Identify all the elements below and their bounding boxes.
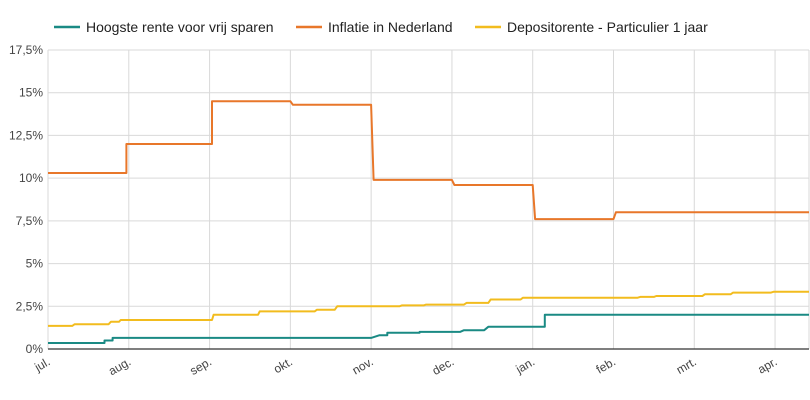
- x-tick-label: aug.: [106, 354, 133, 378]
- x-tick-label: nov.: [350, 354, 376, 377]
- x-tick-label: feb.: [594, 354, 618, 376]
- y-tick-label: 0%: [26, 342, 44, 356]
- y-tick-label: 10%: [19, 171, 43, 185]
- series-line-2: [48, 290, 809, 327]
- y-tick-label: 2,5%: [16, 299, 44, 313]
- series-line-0: [48, 313, 809, 344]
- x-tick-label: dec.: [430, 354, 457, 377]
- x-tick-label: sep.: [187, 354, 214, 377]
- y-tick-label: 12,5%: [9, 128, 43, 142]
- y-tick-label: 5%: [26, 257, 44, 271]
- y-tick-label: 17,5%: [9, 43, 43, 57]
- grid: [47, 49, 810, 350]
- y-tick-label: 7,5%: [16, 214, 44, 228]
- legend-entry[interactable]: Hoogste rente voor vrij sparen: [54, 19, 274, 35]
- x-tick-label: jan.: [513, 354, 538, 376]
- x-tick-label: jul.: [31, 354, 52, 374]
- legend: Hoogste rente voor vrij sparen Inflatie i…: [54, 19, 708, 35]
- legend-label: Hoogste rente voor vrij sparen: [86, 19, 274, 35]
- x-tick-label: okt.: [271, 354, 295, 376]
- x-tick-label: apr.: [755, 354, 779, 376]
- legend-entry[interactable]: Depositorente - Particulier 1 jaar: [475, 19, 708, 35]
- x-tick-label: mrt.: [674, 354, 699, 376]
- legend-entry[interactable]: Inflatie in Nederland: [296, 19, 453, 35]
- y-tick-label: 15%: [19, 86, 43, 100]
- series-lines: [48, 100, 809, 344]
- series-line-1: [48, 100, 809, 221]
- legend-label: Inflatie in Nederland: [328, 19, 453, 35]
- legend-label: Depositorente - Particulier 1 jaar: [507, 19, 708, 35]
